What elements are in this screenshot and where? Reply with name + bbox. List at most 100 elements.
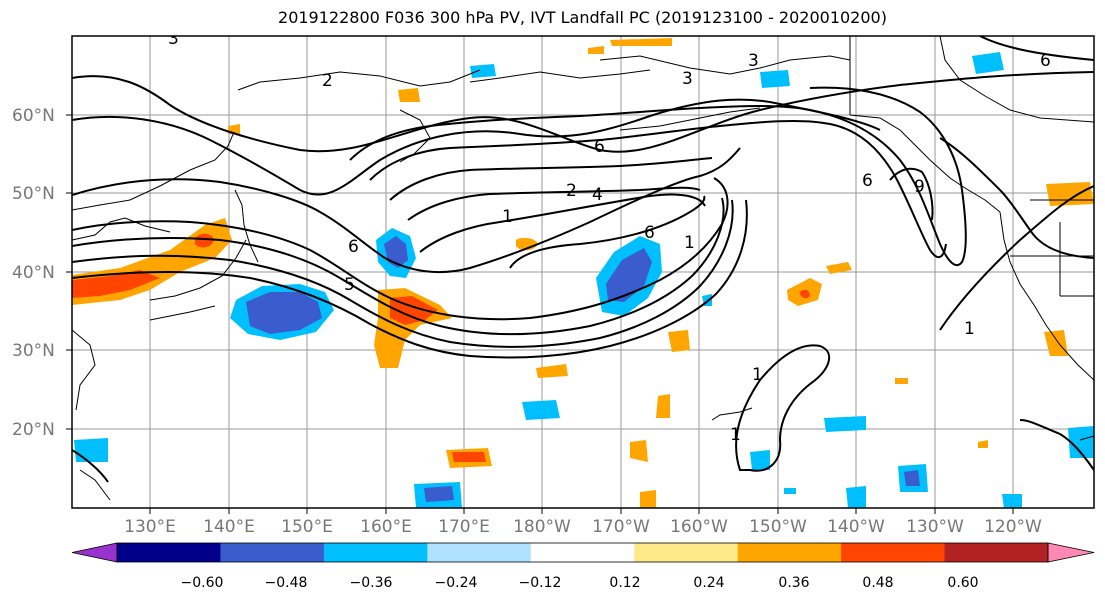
- colorbar-segment: [117, 543, 221, 562]
- positive-anomaly: [640, 490, 656, 508]
- coastline: [711, 407, 753, 421]
- colorbar-segment: [427, 543, 532, 562]
- negative-anomaly: [74, 438, 108, 462]
- coastline: [939, 36, 1094, 123]
- coastline: [619, 107, 761, 131]
- contour-label: 1: [502, 207, 513, 227]
- lon-label: 160°W: [670, 517, 728, 537]
- pv-contour: [407, 186, 701, 221]
- pv-contour: [72, 199, 734, 348]
- contour-label: 6: [348, 237, 359, 257]
- contour-label: 3: [748, 51, 759, 71]
- pv-contour: [72, 98, 881, 196]
- coastline: [149, 239, 247, 301]
- pv-contour: [509, 195, 706, 269]
- contour-label: 6: [644, 223, 655, 243]
- colorbar-segment: [841, 543, 946, 562]
- contour-label: 4: [592, 185, 603, 205]
- contour-label: 9: [914, 177, 925, 197]
- colorbar-tick-label: 0.12: [609, 575, 640, 591]
- positive-anomaly: [895, 378, 908, 384]
- colorbar-extend-max: [1047, 542, 1095, 563]
- coastline: [849, 114, 1001, 213]
- colorbar-tick-label: 0.60: [947, 575, 978, 591]
- positive-anomaly: [195, 233, 214, 248]
- coastline: [149, 305, 216, 321]
- contour-label: 1: [964, 319, 975, 339]
- negative-anomaly: [522, 400, 560, 420]
- coastline: [999, 211, 1094, 381]
- pv-contour: [389, 157, 713, 201]
- colorbar-tick-label: 0.24: [693, 575, 724, 591]
- contour-label: 3: [682, 69, 693, 89]
- coastline: [1079, 435, 1094, 441]
- colorbar-tick-label: 0.36: [778, 575, 809, 591]
- lon-label: 160°E: [360, 517, 412, 537]
- colorbar: [71, 542, 1095, 563]
- colorbar-segment: [737, 543, 842, 562]
- lon-label: 130°W: [906, 517, 964, 537]
- colorbar-segment: [530, 543, 635, 562]
- negative-anomaly: [1068, 426, 1094, 458]
- pv-contour: [349, 86, 967, 267]
- colorbar-tick-label: 0.48: [862, 575, 893, 591]
- colorbar-segment: [220, 543, 325, 562]
- pv-contour: [735, 344, 831, 472]
- lon-label: 150°W: [749, 517, 807, 537]
- positive-anomaly: [1046, 182, 1094, 206]
- pv-contour: [72, 449, 109, 483]
- positive-anomaly: [610, 38, 672, 46]
- coastline: [599, 55, 851, 75]
- lat-label: 20°N: [12, 420, 55, 440]
- shaded-anomalies: [72, 38, 1094, 508]
- lon-label: 140°E: [203, 517, 255, 537]
- colorbar-segment: [323, 543, 428, 562]
- negative-anomaly: [424, 486, 454, 502]
- coastline: [72, 217, 171, 241]
- coastline: [72, 329, 96, 411]
- lon-label: 170°E: [438, 517, 490, 537]
- positive-anomaly: [588, 46, 604, 54]
- lon-label: 120°W: [984, 517, 1042, 537]
- axis-ticks: [66, 114, 1014, 514]
- negative-anomaly: [246, 292, 322, 334]
- positive-anomaly: [536, 364, 568, 378]
- negative-anomaly: [470, 64, 496, 78]
- colorbar-ticks: −0.60 −0.48 −0.36 −0.24 −0.12 0.12 0.24 …: [181, 575, 979, 591]
- negative-anomaly: [972, 52, 1004, 74]
- pv-contour: [72, 147, 741, 274]
- negative-anomaly: [904, 470, 920, 486]
- coastline: [79, 469, 111, 501]
- coastlines: [72, 36, 1094, 501]
- lon-label: 150°E: [281, 517, 333, 537]
- contour-labels: 2 3 3 6 1 6 5 2 1 6 6 1 1 1 6 3 4 9: [168, 36, 1051, 445]
- positive-anomaly: [656, 394, 670, 418]
- colorbar-tick-label: −0.12: [519, 575, 562, 591]
- pv-contour: [419, 193, 706, 253]
- colorbar-tick-label: −0.60: [181, 575, 224, 591]
- contour-label: 6: [862, 171, 873, 191]
- coastline: [237, 69, 481, 91]
- positive-anomaly: [1044, 330, 1068, 356]
- colorbar-tick-label: −0.24: [435, 575, 478, 591]
- positive-anomaly: [978, 440, 988, 448]
- pv-contour: [939, 137, 1094, 259]
- lat-label: 30°N: [12, 341, 55, 361]
- axis-labels: 60°N 50°N 40°N 30°N 20°N 130°E 140°E 150…: [12, 106, 1042, 537]
- negative-anomaly: [750, 450, 770, 470]
- positive-anomaly: [72, 270, 160, 298]
- coastline: [234, 189, 259, 263]
- map-title: 2019122800 F036 300 hPa PV, IVT Landfall…: [278, 8, 887, 27]
- coastline: [469, 69, 651, 83]
- pv-contours: [72, 36, 1094, 483]
- pv-contour: [939, 185, 1094, 331]
- map-panel: 2 3 3 6 1 6 5 2 1 6 6 1 1 1 6 3 4 9: [72, 36, 1094, 508]
- positive-anomaly: [630, 440, 648, 462]
- pv-contour: [889, 167, 934, 221]
- lon-label: 140°W: [827, 517, 885, 537]
- contour-label: 6: [594, 137, 605, 157]
- negative-anomaly: [784, 488, 796, 494]
- negative-anomaly: [1002, 494, 1022, 508]
- positive-anomaly: [826, 262, 852, 274]
